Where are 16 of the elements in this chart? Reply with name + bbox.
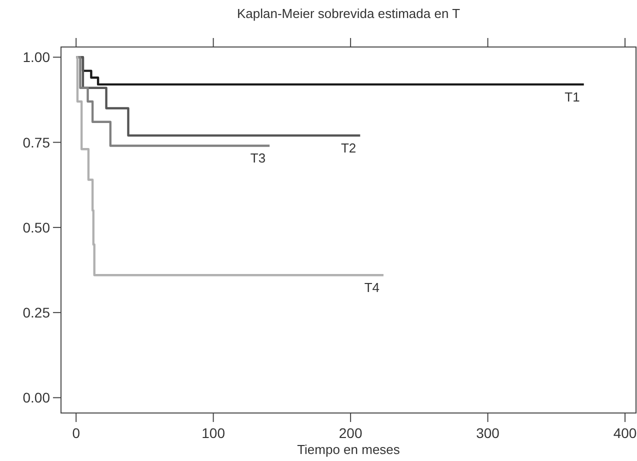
series-label: T2 (340, 140, 356, 156)
series-label: T3 (250, 150, 266, 166)
series-label: T4 (364, 280, 380, 296)
x-axis-title: Tiempo en meses (297, 442, 400, 457)
chart-title: Kaplan-Meier sobrevida estimada en T (236, 6, 460, 21)
y-tick-label: 0.50 (22, 219, 50, 236)
x-tick-label: 400 (613, 425, 637, 441)
y-tick-label: 1.00 (22, 49, 50, 66)
series-label: T1 (564, 89, 580, 104)
x-tick-label: 200 (338, 425, 362, 441)
x-tick-label: 100 (202, 425, 226, 441)
x-tick-label: 300 (476, 425, 500, 441)
y-tick-label: 0.25 (22, 304, 50, 321)
x-tick-label: 0 (72, 425, 80, 441)
y-tick-label: 0.75 (22, 134, 50, 150)
y-tick-label: 0.00 (22, 390, 50, 406)
